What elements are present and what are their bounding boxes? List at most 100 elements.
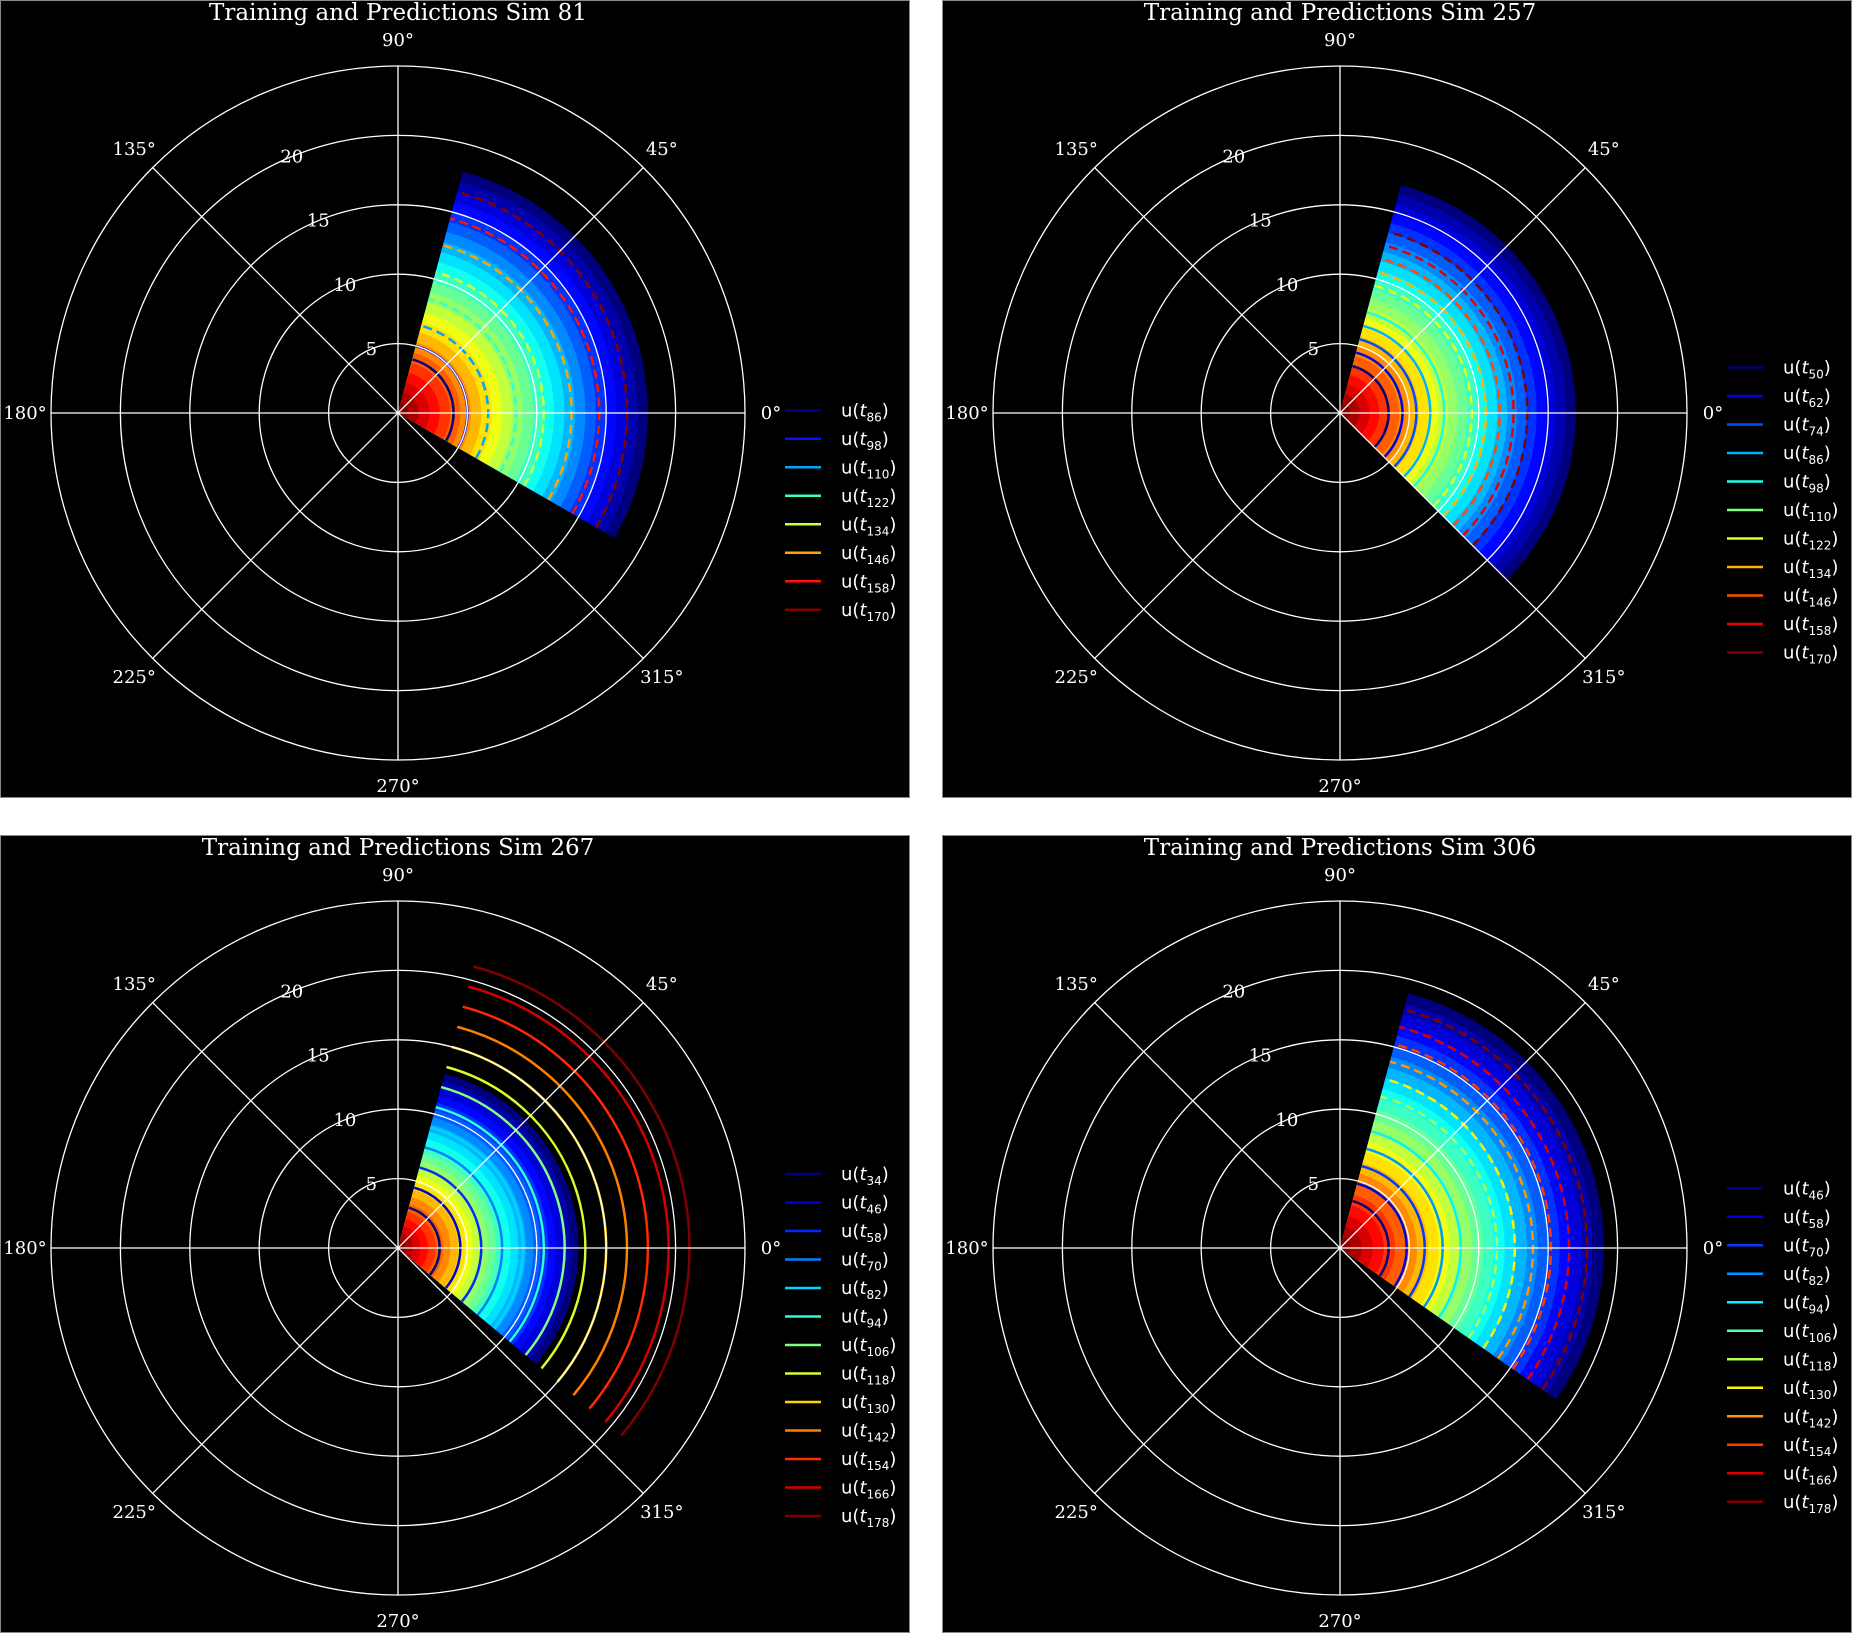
polar-grid bbox=[50, 900, 746, 1596]
legend-label: u(t158) bbox=[1783, 614, 1838, 638]
legend-label: u(t134) bbox=[841, 514, 896, 538]
legend-entry: u(t82) bbox=[785, 1278, 889, 1302]
legend-entry: u(t110) bbox=[785, 457, 896, 481]
legend-label: u(t166) bbox=[1783, 1463, 1838, 1487]
legend-entry: u(t158) bbox=[785, 571, 896, 595]
angle-tick-label: 315° bbox=[640, 1502, 683, 1523]
contour-line bbox=[1359, 338, 1418, 468]
radial-tick-label: 15 bbox=[307, 1046, 330, 1067]
legend-entry: u(t158) bbox=[1727, 614, 1838, 638]
radial-tick-label: 20 bbox=[1222, 982, 1245, 1003]
legend-label: u(t50) bbox=[1783, 358, 1831, 382]
angle-tick-label: 180° bbox=[3, 403, 46, 424]
angle-tick-label: 225° bbox=[113, 1502, 156, 1523]
legend-entry: u(t178) bbox=[1727, 1492, 1838, 1516]
angle-tick-label: 90° bbox=[1324, 30, 1356, 51]
contour-line bbox=[413, 1186, 462, 1289]
angle-tick-label: 270° bbox=[1318, 776, 1361, 797]
legend-label: u(t166) bbox=[841, 1478, 896, 1502]
legend-label: u(t86) bbox=[1783, 443, 1831, 467]
legend-label: u(t118) bbox=[841, 1364, 896, 1388]
heat-field bbox=[398, 1073, 579, 1364]
legend-entry: u(t142) bbox=[785, 1421, 896, 1445]
polar-chart: Training and Predictions Sim 306 0° 45° 90… bbox=[942, 835, 1852, 1633]
radial-tick-label: 5 bbox=[1308, 1174, 1319, 1195]
angle-tick-label: 225° bbox=[1055, 1502, 1098, 1523]
legend-entry: u(t106) bbox=[1727, 1321, 1838, 1345]
contour-line bbox=[1377, 270, 1488, 517]
polar-tick-labels: 0° 45° 90° 135° 180° 225° 270° 315° 5 10 15 20 bbox=[3, 865, 781, 1632]
field-band bbox=[398, 402, 409, 419]
legend-label: u(t130) bbox=[1783, 1378, 1838, 1402]
polar-chart: Training and Predictions Sim 81 0° 45° 90°… bbox=[0, 0, 910, 798]
legend-entry: u(t146) bbox=[785, 543, 896, 567]
contour-line bbox=[412, 358, 455, 442]
legend-entry: u(t154) bbox=[785, 1449, 896, 1473]
legend-label: u(t46) bbox=[1783, 1178, 1831, 1202]
legend-entry: u(t122) bbox=[1727, 529, 1838, 553]
legend-entry: u(t178) bbox=[785, 1506, 896, 1530]
legend-entry: u(t58) bbox=[785, 1221, 889, 1245]
radial-tick-label: 5 bbox=[366, 1174, 377, 1195]
legend-label: u(t146) bbox=[841, 543, 896, 567]
radial-tick-label: 20 bbox=[280, 982, 303, 1003]
radial-tick-label: 15 bbox=[307, 211, 330, 232]
legend-label: u(t86) bbox=[841, 400, 889, 424]
legend-label: u(t154) bbox=[841, 1449, 896, 1473]
legend-label: u(t110) bbox=[1783, 500, 1838, 524]
legend-label: u(t94) bbox=[1783, 1292, 1831, 1316]
contour-line bbox=[424, 1146, 504, 1316]
polar-grid bbox=[992, 900, 1688, 1596]
radial-tick-label: 10 bbox=[1275, 275, 1298, 296]
legend-label: u(t58) bbox=[1783, 1207, 1831, 1231]
contour-line bbox=[1370, 1130, 1462, 1319]
legend-entry: u(t170) bbox=[785, 600, 896, 624]
legend-label: u(t106) bbox=[1783, 1321, 1838, 1345]
field-band bbox=[1340, 394, 1360, 427]
grid-spoke bbox=[152, 1002, 644, 1494]
contour-line bbox=[1380, 1095, 1499, 1339]
grid-spoke bbox=[1094, 167, 1586, 659]
legend-entry: u(t134) bbox=[1727, 557, 1838, 581]
contour-line bbox=[442, 244, 573, 501]
chart-panel-sim-267: Training and Predictions Sim 267 0° 45° 90… bbox=[0, 835, 910, 1633]
legend-entry: u(t70) bbox=[1727, 1235, 1831, 1259]
polar-grid bbox=[50, 65, 746, 761]
legend-label: u(t94) bbox=[841, 1307, 889, 1331]
field-band bbox=[1340, 1237, 1351, 1255]
contour-line bbox=[1370, 297, 1460, 498]
angle-tick-label: 135° bbox=[113, 139, 156, 160]
contour-line bbox=[408, 1206, 441, 1276]
legend-entry: u(t46) bbox=[785, 1193, 889, 1217]
angle-tick-label: 0° bbox=[761, 1238, 781, 1259]
angle-tick-label: 45° bbox=[646, 139, 678, 160]
radial-tick-label: 20 bbox=[280, 147, 303, 168]
legend-label: u(t134) bbox=[1783, 557, 1838, 581]
contour-line bbox=[1380, 257, 1501, 527]
grid-spoke bbox=[1094, 1002, 1586, 1494]
radial-tick-label: 20 bbox=[1222, 147, 1245, 168]
legend-label: u(t122) bbox=[841, 486, 896, 510]
legend: u(t86) u(t98) u(t110) u(t122) u(t134) u(t146)… bbox=[785, 400, 896, 624]
angle-tick-label: 0° bbox=[1703, 1238, 1723, 1259]
legend-entry: u(t130) bbox=[1727, 1378, 1838, 1402]
polar-chart: Training and Predictions Sim 267 0° 45° 90… bbox=[0, 835, 910, 1633]
chart-title: Training and Predictions Sim 306 bbox=[1144, 835, 1537, 861]
legend-entry: u(t166) bbox=[1727, 1463, 1838, 1487]
angle-tick-label: 180° bbox=[945, 1238, 988, 1259]
angle-tick-label: 0° bbox=[1703, 403, 1723, 424]
polar-tick-labels: 0° 45° 90° 135° 180° 225° 270° 315° 5 10 15 20 bbox=[3, 30, 781, 797]
legend-label: u(t130) bbox=[841, 1392, 896, 1416]
contour-line bbox=[462, 1005, 650, 1410]
legend-entry: u(t98) bbox=[785, 429, 889, 453]
contour-line bbox=[446, 1065, 587, 1370]
contour-line bbox=[440, 1085, 566, 1356]
legend-label: u(t70) bbox=[841, 1250, 889, 1274]
chart-title: Training and Predictions Sim 267 bbox=[202, 835, 595, 861]
contour-line bbox=[456, 190, 629, 529]
legend-label: u(t46) bbox=[841, 1193, 889, 1217]
field-band bbox=[398, 1240, 406, 1253]
angle-tick-label: 180° bbox=[945, 403, 988, 424]
legend-entry: u(t142) bbox=[1727, 1406, 1838, 1430]
angle-tick-label: 270° bbox=[376, 1611, 419, 1632]
